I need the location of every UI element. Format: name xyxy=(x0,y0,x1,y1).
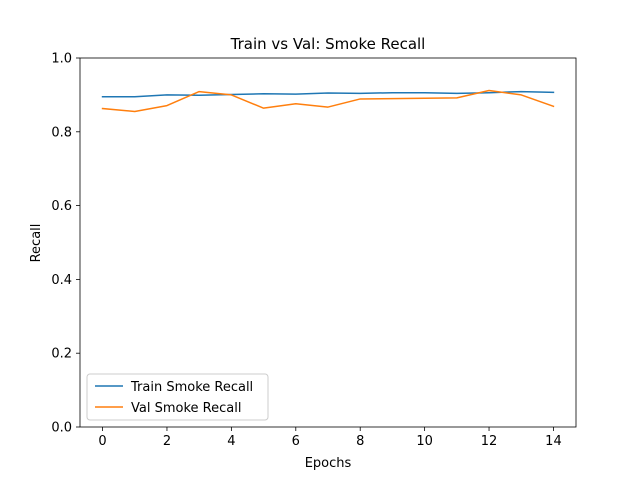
x-tick-label: 4 xyxy=(227,434,235,449)
plot-area: 0 2 4 6 8 10 12 14 0.0 0.2 0.4 0.6 0.8 1.0 xyxy=(51,52,577,449)
chart-title: Train vs Val: Smoke Recall xyxy=(230,35,426,53)
legend-box xyxy=(86,373,269,421)
legend-label-train: Train Smoke Recall xyxy=(130,380,253,395)
y-tick-label: 1.0 xyxy=(51,52,72,67)
y-tick-label: 0.0 xyxy=(51,421,72,436)
x-tick-label: 12 xyxy=(481,434,498,449)
y-axis-title: Recall xyxy=(29,224,44,263)
y-tick-label: 0.6 xyxy=(51,199,72,214)
x-tick-label: 0 xyxy=(98,434,106,449)
x-tick-label: 6 xyxy=(292,434,300,449)
x-axis-title: Epochs xyxy=(305,456,352,471)
axes-frame xyxy=(79,57,577,428)
x-tick-label: 10 xyxy=(416,434,433,449)
legend: Train Smoke Recall Val Smoke Recall xyxy=(86,373,269,421)
series-line-val xyxy=(101,89,555,113)
y-tick-label: 0.8 xyxy=(51,125,72,140)
x-tick-label: 8 xyxy=(356,434,364,449)
x-tick-label: 2 xyxy=(163,434,171,449)
x-tick-label: 14 xyxy=(545,434,562,449)
y-tick-label: 0.4 xyxy=(51,273,72,288)
y-tick-label: 0.2 xyxy=(51,347,72,362)
legend-label-val: Val Smoke Recall xyxy=(131,401,241,416)
